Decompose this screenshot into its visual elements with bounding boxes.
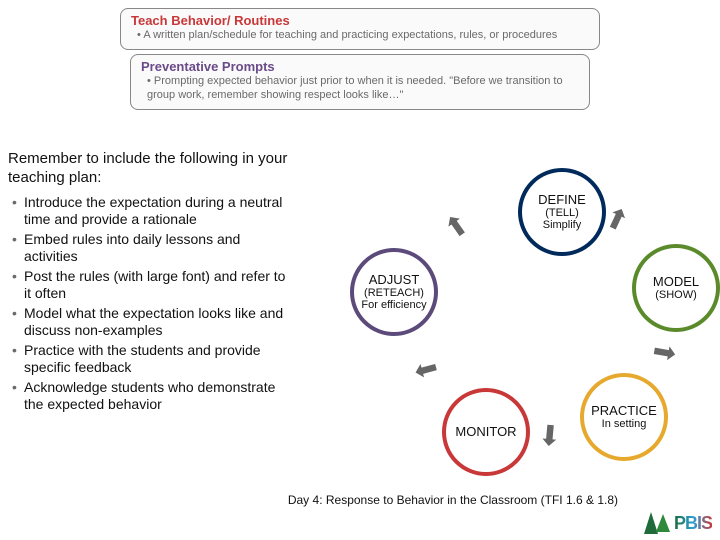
circle-model: MODEL (SHOW) (632, 244, 720, 332)
model-main: MODEL (653, 275, 699, 289)
cycle-diagram: DEFINE (TELL) Simplify MODEL (SHOW) PRAC… (300, 168, 720, 488)
define-sub1: (TELL) (545, 207, 579, 219)
logo-text: PBIS (674, 513, 712, 534)
teach-behavior-title: Teach Behavior/ Routines (131, 13, 589, 29)
preventative-prompts-box: Preventative Prompts • Prompting expecte… (130, 54, 590, 110)
left-column: Remember to include the following in you… (0, 150, 300, 416)
practice-main: PRACTICE (591, 404, 657, 418)
list-item: Model what the expectation looks like an… (12, 305, 296, 340)
teach-behavior-box: Teach Behavior/ Routines • A written pla… (120, 8, 600, 50)
list-item: Practice with the students and provide s… (12, 342, 296, 377)
adjust-sub2: For efficiency (361, 299, 426, 311)
model-sub1: (SHOW) (655, 289, 697, 301)
footer-text: Day 4: Response to Behavior in the Class… (258, 494, 618, 508)
teaching-plan-list: Introduce the expectation during a neutr… (8, 194, 296, 414)
list-item: Introduce the expectation during a neutr… (12, 194, 296, 229)
adjust-main: ADJUST (369, 273, 420, 287)
teach-behavior-bullet: • A written plan/schedule for teaching a… (131, 29, 589, 43)
list-item: Post the rules (with large font) and ref… (12, 268, 296, 303)
pbis-logo: PBIS (644, 512, 712, 534)
top-info-boxes: Teach Behavior/ Routines • A written pla… (0, 0, 720, 118)
circle-practice: PRACTICE In setting (580, 373, 668, 461)
arrow-icon: ⬆ (408, 354, 446, 385)
circle-adjust: ADJUST (RETEACH) For efficiency (350, 248, 438, 336)
adjust-sub1: (RETEACH) (364, 287, 424, 299)
list-item: Embed rules into daily lessons and activ… (12, 231, 296, 266)
preventative-prompts-bullet: • Prompting expected behavior just prior… (141, 75, 579, 103)
list-item: Acknowledge students who demonstrate the… (12, 379, 296, 414)
define-sub2: Simplify (543, 219, 582, 231)
monitor-main: MONITOR (455, 425, 516, 439)
arrow-icon: ⬆ (537, 417, 563, 452)
circle-monitor: MONITOR (442, 388, 530, 476)
tree-icon (656, 514, 670, 532)
arrow-icon: ⬆ (438, 206, 476, 246)
practice-sub: In setting (602, 418, 647, 430)
circle-define: DEFINE (TELL) Simplify (518, 168, 606, 256)
arrow-icon: ⬆ (645, 338, 682, 367)
preventative-prompts-title: Preventative Prompts (141, 59, 579, 75)
intro-text: Remember to include the following in you… (8, 150, 296, 188)
define-main: DEFINE (538, 193, 586, 207)
